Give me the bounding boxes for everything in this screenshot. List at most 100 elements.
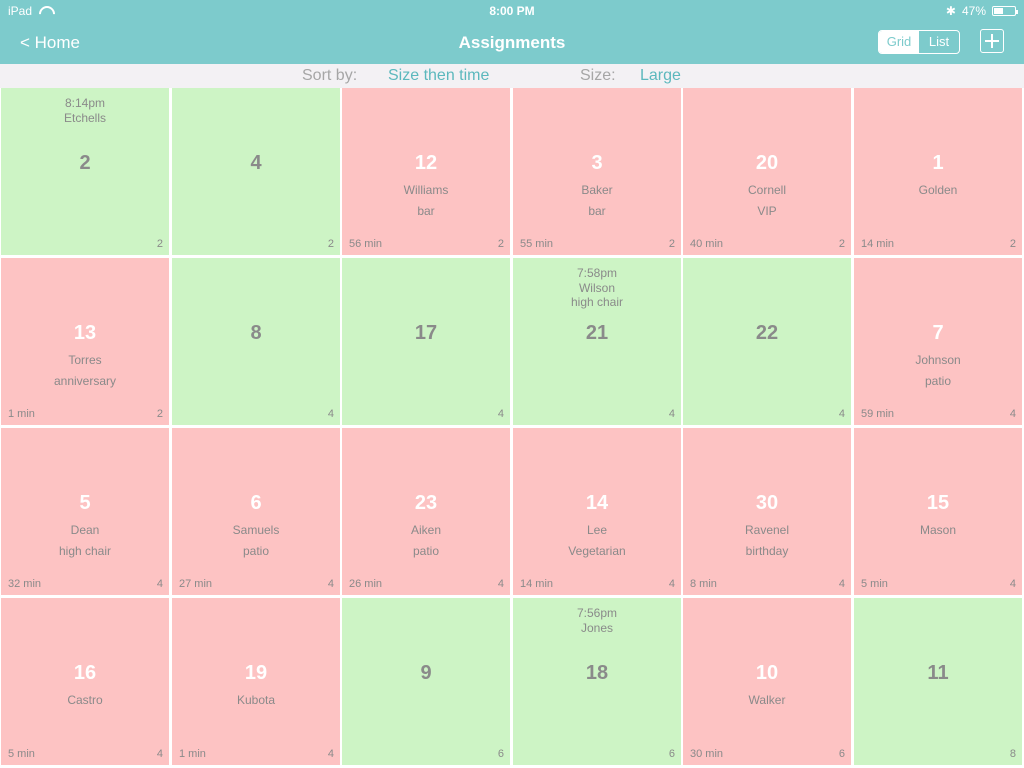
wait-time: 5 min [8, 748, 35, 760]
table-tile[interactable]: 13 Torres anniversary 1 min 2 [1, 258, 169, 425]
size-selector[interactable]: Large [640, 67, 681, 84]
party-size: 4 [668, 578, 675, 590]
party-size: 4 [838, 408, 845, 420]
guest-note: patio [924, 374, 952, 388]
reservation-name: Jones [580, 621, 614, 635]
battery-icon [992, 6, 1018, 16]
table-tile[interactable]: 7:58pm Wilson high chair 21 4 [513, 258, 681, 425]
table-number: 20 [755, 152, 779, 174]
party-size: 4 [327, 578, 334, 590]
table-number: 13 [73, 322, 97, 344]
device-label: iPad [8, 4, 33, 18]
back-button[interactable]: < Home [20, 33, 80, 52]
table-tile[interactable]: 7:56pm Jones 18 6 [513, 598, 681, 765]
wait-time: 1 min [8, 408, 35, 420]
table-number: 9 [420, 662, 432, 684]
table-number: 6 [250, 492, 262, 514]
battery-percent: 47% [961, 4, 986, 18]
table-tile[interactable]: 15 Mason 5 min 4 [854, 428, 1022, 595]
table-tile[interactable]: 8:14pm Etchells 2 2 [1, 88, 169, 255]
guest-note: Vegetarian [568, 544, 626, 558]
table-tile[interactable]: 19 Kubota 1 min 4 [172, 598, 340, 765]
table-tile[interactable]: 5 Dean high chair 32 min 4 [1, 428, 169, 595]
table-number: 15 [926, 492, 950, 514]
party-size: 2 [156, 238, 163, 250]
party-size: 4 [156, 578, 163, 590]
table-tile[interactable]: 23 Aiken patio 26 min 4 [342, 428, 510, 595]
reservation-name: Etchells [63, 111, 107, 125]
party-size: 6 [838, 748, 845, 760]
guest-note: birthday [745, 544, 789, 558]
status-bar: iPad 8:00 PM ✱ 47% [0, 0, 1024, 22]
party-size: 4 [327, 748, 334, 760]
guest-name: Golden [918, 183, 958, 197]
reservation-time: 7:58pm [576, 266, 618, 280]
wait-time: 5 min [861, 578, 888, 590]
guest-name: Ravenel [744, 523, 790, 537]
reservation-time: 7:56pm [576, 606, 618, 620]
app-header: iPad 8:00 PM ✱ 47% < Home Assignments Gr… [0, 0, 1024, 64]
table-number: 22 [755, 322, 779, 344]
wait-time: 26 min [349, 578, 383, 590]
list-view-button[interactable]: List [928, 34, 950, 49]
wait-time: 8 min [690, 578, 717, 590]
party-size: 2 [1009, 238, 1016, 250]
guest-note: anniversary [53, 374, 117, 388]
guest-name: Torres [68, 353, 102, 367]
guest-name: Castro [67, 693, 103, 707]
table-tile[interactable]: 1 Golden 14 min 2 [854, 88, 1022, 255]
table-tile[interactable]: 12 Williams bar 56 min 2 [342, 88, 510, 255]
party-size: 4 [497, 578, 504, 590]
party-size: 4 [497, 408, 504, 420]
table-number: 23 [414, 492, 438, 514]
guest-name: Mason [919, 523, 957, 537]
party-size: 2 [327, 238, 334, 250]
table-tile[interactable]: 6 Samuels patio 27 min 4 [172, 428, 340, 595]
guest-name: Samuels [232, 523, 280, 537]
table-number: 18 [585, 662, 609, 684]
table-tile[interactable]: 30 Ravenel birthday 8 min 4 [683, 428, 851, 595]
table-tile[interactable]: 10 Walker 30 min 6 [683, 598, 851, 765]
wait-time: 14 min [861, 238, 895, 250]
table-tile[interactable]: 14 Lee Vegetarian 14 min 4 [513, 428, 681, 595]
guest-name: Aiken [410, 523, 442, 537]
table-number: 21 [585, 322, 609, 344]
party-size: 2 [156, 408, 163, 420]
table-number: 10 [755, 662, 779, 684]
table-number: 2 [79, 152, 91, 174]
table-tile[interactable]: 16 Castro 5 min 4 [1, 598, 169, 765]
table-tile[interactable]: 7 Johnson patio 59 min 4 [854, 258, 1022, 425]
size-label: Size: [580, 67, 616, 84]
sort-selector[interactable]: Size then time [388, 67, 490, 84]
wait-time: 27 min [179, 578, 213, 590]
table-tile[interactable]: 22 4 [683, 258, 851, 425]
table-number: 12 [414, 152, 438, 174]
guest-name: Walker [748, 693, 786, 707]
party-size: 6 [668, 748, 675, 760]
guest-name: Kubota [236, 693, 276, 707]
party-size: 6 [497, 748, 504, 760]
party-size: 4 [668, 408, 675, 420]
guest-note: patio [412, 544, 440, 558]
add-button[interactable] [980, 29, 1004, 53]
table-number: 16 [73, 662, 97, 684]
guest-name: Cornell [747, 183, 786, 197]
party-size: 8 [1009, 748, 1016, 760]
guest-name: Dean [70, 523, 100, 537]
wait-time: 55 min [520, 238, 554, 250]
sort-bar: Sort by: Size then time Size: Large [0, 64, 1024, 88]
table-tile[interactable]: 17 4 [342, 258, 510, 425]
table-number: 4 [250, 152, 262, 174]
page-title: Assignments [458, 33, 566, 52]
grid-view-button[interactable]: Grid [879, 31, 919, 53]
table-tile[interactable]: 20 Cornell VIP 40 min 2 [683, 88, 851, 255]
table-tile[interactable]: 11 8 [854, 598, 1022, 765]
guest-note: bar [417, 204, 435, 218]
table-tile[interactable]: 3 Baker bar 55 min 2 [513, 88, 681, 255]
bluetooth-icon: ✱ [945, 4, 956, 18]
wait-time: 14 min [520, 578, 554, 590]
view-toggle: Grid List [878, 30, 960, 54]
